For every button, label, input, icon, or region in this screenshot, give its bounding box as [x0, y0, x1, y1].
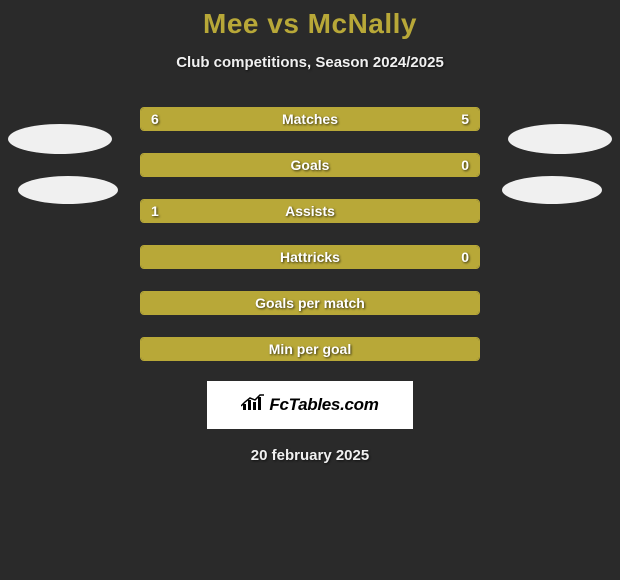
stat-label: Hattricks: [280, 249, 340, 265]
stat-row-goals: Goals 0: [140, 153, 480, 177]
logo-text: FcTables.com: [269, 395, 378, 415]
bar-wrap: Hattricks 0: [140, 245, 480, 269]
bars-column: 6 Matches 5 Goals 0 1: [140, 107, 480, 361]
stat-label: Goals per match: [255, 295, 365, 311]
stat-label: Matches: [282, 111, 338, 127]
stat-value-left: 1: [151, 203, 159, 219]
stat-label: Assists: [285, 203, 335, 219]
stat-label: Goals: [291, 157, 330, 173]
bar-fill-left: [141, 154, 151, 176]
bar-wrap: 1 Assists: [140, 199, 480, 223]
bar-wrap: Goals 0: [140, 153, 480, 177]
bar-wrap: Min per goal: [140, 337, 480, 361]
stat-value-right: 5: [461, 111, 469, 127]
comparison-card: Mee vs McNally Club competitions, Season…: [0, 0, 620, 464]
stat-label: Min per goal: [269, 341, 351, 357]
chart-icon: [241, 394, 265, 417]
bar-wrap: Goals per match: [140, 291, 480, 315]
stat-row-assists: 1 Assists: [140, 199, 480, 223]
page-subtitle: Club competitions, Season 2024/2025: [0, 54, 620, 71]
stat-value-right: 0: [461, 249, 469, 265]
stat-row-min-per-goal: Min per goal: [140, 337, 480, 361]
stat-value-left: 6: [151, 111, 159, 127]
stat-row-matches: 6 Matches 5: [140, 107, 480, 131]
page-title: Mee vs McNally: [0, 8, 620, 40]
bar-fill-left: [141, 292, 151, 314]
stats-area: 6 Matches 5 Goals 0 1: [0, 107, 620, 361]
bar-fill-left: [141, 246, 151, 268]
stat-value-right: 0: [461, 157, 469, 173]
logo-box: FcTables.com: [207, 381, 413, 429]
stat-row-goals-per-match: Goals per match: [140, 291, 480, 315]
date-line: 20 february 2025: [0, 447, 620, 464]
bar-wrap: 6 Matches 5: [140, 107, 480, 131]
stat-row-hattricks: Hattricks 0: [140, 245, 480, 269]
